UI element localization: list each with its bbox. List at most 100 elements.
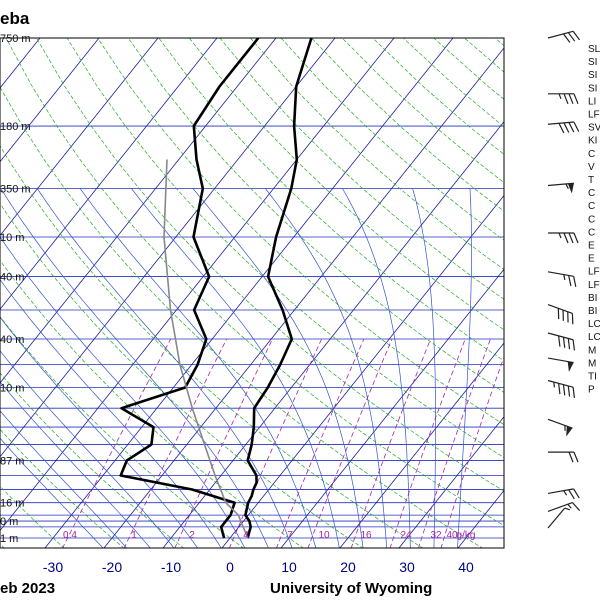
mixing-ratio-lines [62, 338, 504, 548]
dry-adiabat [0, 145, 424, 548]
mixing-ratio-line [440, 355, 504, 548]
dry-adiabat [127, 38, 504, 393]
stability-index-label: BI [588, 293, 597, 304]
mixing-ratio-label: 1 [131, 530, 137, 541]
isotherm-line [0, 38, 100, 163]
dry-adiabat [66, 38, 504, 458]
wind-barb [547, 379, 575, 398]
dry-adiabats [0, 38, 504, 548]
wind-barb [547, 121, 580, 134]
height-label: 0 m [0, 516, 18, 528]
wind-barb [548, 232, 579, 244]
isotherm-line [0, 38, 395, 532]
mixing-ratio-label: 16 [360, 530, 372, 541]
height-label: 10 m [0, 232, 24, 244]
stability-index-label: M [588, 345, 596, 356]
moist-adiabat [265, 188, 388, 548]
temperature-tick-labels: -30 -20 -10 0 10 20 30 40 [43, 559, 474, 575]
mixing-ratio-label: 7 [287, 530, 293, 541]
temperature-tick-label: -20 [102, 559, 122, 575]
moist-adiabat [192, 188, 364, 548]
moist-adiabat [0, 437, 104, 548]
stability-index-label: KI [588, 136, 597, 147]
stability-index-label: C [588, 201, 595, 212]
height-labels: 750 m 180 m 350 m 10 m 40 m 40 m 10 m 87 m 16 m 0… [0, 33, 31, 545]
mixing-ratio-line [228, 338, 322, 548]
mixing-ratio-line [123, 338, 228, 548]
wind-barb [547, 507, 571, 529]
stability-index-label: LI [588, 96, 596, 107]
moist-adiabat [0, 350, 175, 548]
stability-index-label: TI [588, 372, 597, 383]
temperature-tick-label: 40 [458, 559, 474, 575]
stability-index-label: V [588, 162, 595, 173]
wind-barb [547, 418, 573, 437]
isotherm-line [0, 38, 159, 237]
stability-index-label: C [588, 214, 595, 225]
dry-adiabat [0, 428, 125, 548]
mixing-ratio-line [389, 338, 466, 548]
moist-adiabat [0, 381, 151, 548]
dry-adiabat [0, 372, 185, 548]
mixing-ratio-label: 40 [446, 530, 458, 541]
wind-barb [547, 501, 581, 512]
stability-index-label: BI [588, 306, 597, 317]
mixing-ratio-labels: 0.4 1 2 4 7 10 16 24 32 40g/kg [63, 530, 475, 541]
height-label: 16 m [0, 498, 24, 510]
mixing-ratio-line [350, 338, 431, 548]
mixing-ratio-label: g/kg [457, 530, 476, 541]
dry-adiabat [36, 38, 504, 492]
stability-index-label: M [588, 358, 596, 369]
stability-index-label: E [588, 241, 595, 252]
height-label: 87 m [0, 456, 24, 468]
dewpoint-trace [119, 38, 260, 539]
stability-index-label: T [588, 175, 594, 186]
stability-index-label: E [588, 254, 595, 265]
stability-index-label: LF [588, 110, 600, 121]
moist-adiabat [0, 188, 269, 548]
wind-barb [548, 451, 579, 463]
mixing-ratio-line [62, 338, 172, 548]
wind-barb [547, 182, 574, 194]
moist-adiabat [36, 188, 293, 548]
stability-index-label: SL [588, 44, 600, 55]
isotherm-line [103, 47, 504, 548]
mixing-ratio-label: 0.4 [63, 530, 77, 541]
moist-adiabat [342, 188, 411, 548]
stability-index-label: LF [588, 280, 600, 291]
stability-index-label: C [588, 188, 595, 199]
mixing-ratio-line [174, 338, 273, 548]
moist-adiabat [0, 316, 198, 548]
mixing-ratio-label: 4 [243, 530, 249, 541]
moist-adiabat [79, 188, 317, 548]
stability-index-label: LC [588, 319, 600, 330]
mixing-ratio-line [418, 338, 491, 548]
stability-index-label: SI [588, 83, 597, 94]
stability-index-label: LF [588, 267, 600, 278]
stability-index-label: C [588, 149, 595, 160]
mixing-ratio-label: 2 [189, 530, 195, 541]
moist-adiabat [412, 188, 436, 548]
dry-adiabat [494, 38, 504, 47]
dry-adiabat [0, 86, 484, 548]
height-label: 40 m [0, 334, 24, 346]
height-label: 40 m [0, 272, 24, 284]
wind-barb [547, 30, 581, 43]
temperature-tick-label: -30 [43, 559, 63, 575]
wind-barbs [547, 30, 581, 529]
moist-adiabat [0, 410, 128, 548]
station-title: eba [0, 9, 30, 28]
height-label: 1 m [0, 533, 18, 545]
stability-index-labels: SLSISISILILFSVKICVTCCCCEELFLFBIBILCLCMMT… [588, 44, 600, 396]
temperature-trace [244, 38, 313, 539]
sounding-traces [119, 38, 313, 539]
mixing-ratio-label: 32 [430, 530, 442, 541]
moist-adiabat [131, 188, 340, 548]
isotherm-line [44, 38, 454, 548]
stability-index-label: P [588, 385, 595, 396]
temperature-tick-label: 30 [399, 559, 415, 575]
temperature-tick-label: -10 [161, 559, 181, 575]
mixing-ratio-label: 24 [400, 530, 412, 541]
temperature-tick-label: 10 [281, 559, 297, 575]
wind-barb [547, 304, 574, 325]
